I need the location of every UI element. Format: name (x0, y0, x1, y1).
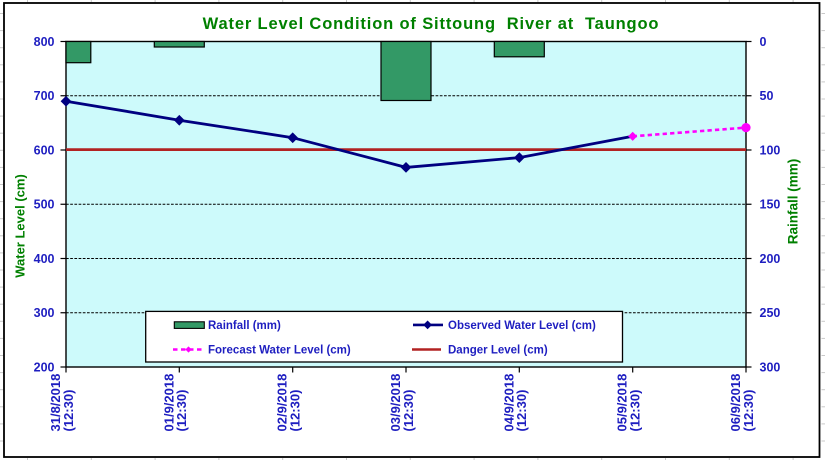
svg-text:(12:30): (12:30) (628, 390, 643, 432)
svg-text:(12:30): (12:30) (174, 390, 189, 432)
svg-text:Danger Level (cm): Danger Level (cm) (448, 345, 548, 357)
svg-text:100: 100 (760, 143, 781, 157)
svg-text:01/9/2018: 01/9/2018 (161, 374, 176, 432)
svg-text:400: 400 (34, 252, 55, 266)
svg-text:(12:30): (12:30) (61, 390, 76, 432)
svg-text:150: 150 (760, 198, 781, 212)
svg-text:200: 200 (34, 360, 55, 374)
svg-text:Rainfall (mm): Rainfall (mm) (786, 159, 801, 245)
svg-text:200: 200 (760, 252, 781, 266)
svg-text:250: 250 (760, 306, 781, 320)
svg-text:(12:30): (12:30) (288, 390, 303, 432)
svg-text:800: 800 (34, 35, 55, 49)
svg-text:500: 500 (34, 198, 55, 212)
svg-text:Water Level (cm): Water Level (cm) (13, 174, 28, 278)
svg-text:300: 300 (34, 306, 55, 320)
svg-text:50: 50 (760, 89, 774, 103)
svg-text:03/9/2018: 03/9/2018 (388, 374, 403, 432)
svg-text:600: 600 (34, 143, 55, 157)
svg-text:Rainfall (mm): Rainfall (mm) (208, 320, 281, 332)
svg-text:31/8/2018: 31/8/2018 (48, 374, 63, 432)
svg-text:0: 0 (760, 35, 767, 49)
svg-text:Observed Water Level (cm): Observed Water Level (cm) (448, 320, 596, 332)
svg-text:(12:30): (12:30) (401, 390, 416, 432)
svg-text:Water Level Condition of Sitto: Water Level Condition of Sittoung River … (203, 15, 660, 33)
svg-text:06/9/2018: 06/9/2018 (728, 374, 743, 432)
svg-text:700: 700 (34, 89, 55, 103)
svg-text:05/9/2018: 05/9/2018 (615, 374, 630, 432)
svg-text:(12:30): (12:30) (514, 390, 529, 432)
svg-text:300: 300 (760, 360, 781, 374)
svg-text:Forecast Water Level (cm): Forecast Water Level (cm) (208, 345, 351, 357)
svg-text:(12:30): (12:30) (741, 390, 756, 432)
svg-text:02/9/2018: 02/9/2018 (275, 374, 290, 432)
svg-text:04/9/2018: 04/9/2018 (501, 374, 516, 432)
